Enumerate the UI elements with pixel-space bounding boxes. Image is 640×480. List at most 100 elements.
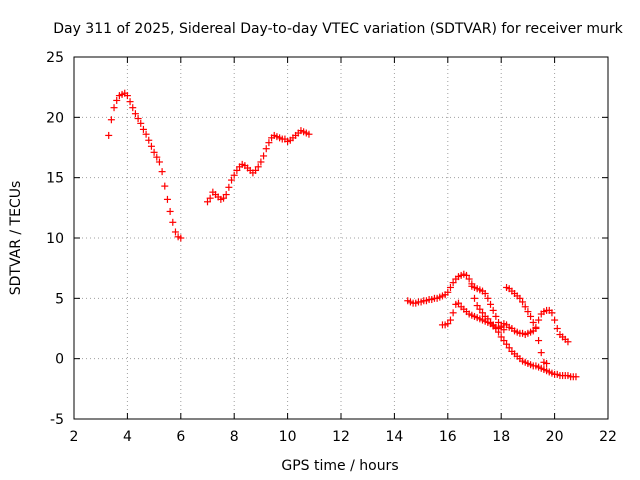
x-tick-label: 12 bbox=[332, 429, 350, 445]
data-point bbox=[163, 195, 171, 203]
data-point bbox=[564, 338, 572, 346]
data-point bbox=[252, 166, 260, 174]
data-point bbox=[535, 316, 543, 324]
x-tick-label: 14 bbox=[385, 429, 403, 445]
data-point bbox=[500, 337, 508, 345]
data-point bbox=[158, 168, 166, 176]
data-point bbox=[444, 288, 452, 296]
x-tick-label: 16 bbox=[439, 429, 457, 445]
data-point bbox=[204, 198, 211, 206]
data-point bbox=[484, 294, 492, 302]
data-point bbox=[153, 153, 161, 161]
y-tick-label: 0 bbox=[55, 352, 64, 368]
data-point bbox=[129, 104, 137, 112]
data-point bbox=[446, 316, 454, 324]
data-point bbox=[147, 142, 155, 150]
y-tick-label: 25 bbox=[46, 50, 64, 66]
data-point bbox=[254, 163, 262, 171]
data-point bbox=[139, 125, 147, 133]
data-point bbox=[476, 305, 484, 313]
data-point bbox=[495, 318, 503, 326]
data-point bbox=[481, 290, 489, 298]
data-point bbox=[233, 166, 241, 174]
data-point bbox=[222, 191, 230, 199]
data-point bbox=[532, 325, 540, 332]
y-axis-label: SDTVAR / TECUs bbox=[8, 181, 24, 296]
y-tick-label: 15 bbox=[46, 171, 64, 187]
data-point bbox=[105, 131, 113, 139]
data-point bbox=[161, 182, 169, 190]
x-tick-label: 18 bbox=[492, 429, 510, 445]
x-axis-label: GPS time / hours bbox=[281, 458, 398, 474]
y-tick-label: 5 bbox=[55, 291, 64, 307]
data-point bbox=[107, 116, 115, 124]
data-point bbox=[505, 344, 513, 352]
data-point bbox=[492, 312, 500, 320]
data-point bbox=[206, 194, 214, 202]
data-point bbox=[123, 92, 131, 100]
data-point bbox=[497, 333, 505, 341]
data-point bbox=[220, 194, 228, 202]
data-point bbox=[228, 176, 236, 184]
data-point bbox=[527, 312, 535, 320]
data-point bbox=[449, 309, 457, 317]
data-point bbox=[521, 303, 529, 311]
data-point bbox=[551, 316, 559, 324]
data-point bbox=[166, 207, 174, 215]
data-point bbox=[503, 340, 511, 348]
data-point bbox=[462, 271, 470, 279]
data-point bbox=[145, 136, 153, 144]
data-point bbox=[454, 299, 462, 307]
data-point bbox=[553, 325, 561, 332]
data-point bbox=[262, 145, 270, 153]
data-point bbox=[548, 309, 556, 317]
data-point bbox=[444, 320, 452, 328]
data-point bbox=[489, 306, 497, 314]
data-points bbox=[105, 89, 580, 381]
data-point bbox=[155, 158, 163, 166]
data-point bbox=[449, 279, 457, 287]
data-point bbox=[265, 139, 273, 147]
data-point bbox=[535, 337, 543, 345]
data-point bbox=[572, 373, 580, 381]
data-point bbox=[500, 326, 508, 334]
data-point bbox=[169, 218, 177, 226]
data-point bbox=[131, 110, 139, 118]
data-point bbox=[446, 283, 454, 291]
data-point bbox=[487, 300, 495, 308]
data-point bbox=[479, 309, 487, 317]
x-tick-label: 6 bbox=[176, 429, 185, 445]
x-tick-label: 20 bbox=[546, 429, 564, 445]
data-point bbox=[468, 280, 476, 288]
data-point bbox=[137, 119, 145, 127]
data-point bbox=[529, 318, 537, 326]
data-point bbox=[473, 302, 481, 310]
x-tick-label: 8 bbox=[230, 429, 239, 445]
x-tick-label: 4 bbox=[123, 429, 132, 445]
data-point bbox=[257, 158, 265, 166]
data-point bbox=[230, 171, 238, 179]
data-point bbox=[260, 152, 268, 160]
data-point bbox=[305, 130, 313, 138]
data-point bbox=[113, 96, 121, 104]
y-tick-label: -5 bbox=[50, 412, 64, 428]
data-point bbox=[110, 104, 118, 112]
data-point bbox=[134, 115, 142, 123]
data-point bbox=[142, 130, 150, 138]
data-point bbox=[171, 228, 179, 236]
data-point bbox=[225, 183, 233, 191]
data-point bbox=[177, 234, 185, 242]
data-point bbox=[465, 275, 473, 283]
data-point bbox=[150, 148, 158, 156]
x-tick-label: 22 bbox=[599, 429, 617, 445]
axis-ticks: 2 4 6 8 10 12 14 16 18 20 22 -5 0 5 10 15 20 25 bbox=[46, 50, 617, 445]
data-point bbox=[524, 308, 532, 316]
y-tick-label: 10 bbox=[46, 231, 64, 247]
x-tick-label: 2 bbox=[70, 429, 79, 445]
data-point bbox=[543, 359, 551, 367]
data-point bbox=[516, 294, 524, 302]
data-point bbox=[537, 349, 545, 357]
data-point bbox=[126, 98, 134, 106]
data-point bbox=[471, 294, 478, 302]
